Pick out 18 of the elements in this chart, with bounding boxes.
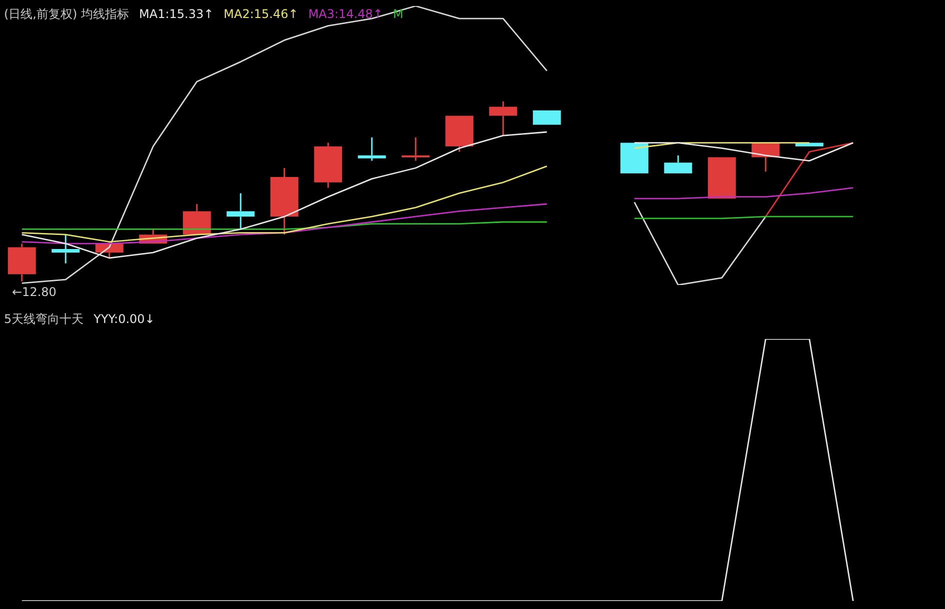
text: MA3:14.48↑ — [308, 7, 383, 21]
candlestick — [664, 154, 692, 174]
candlestick — [402, 136, 430, 162]
candlestick — [489, 100, 518, 136]
chart-title: 5天线弯向十天 — [4, 312, 84, 326]
chart-title: (日线,前复权) 均线指标 — [4, 7, 129, 21]
candlestick — [314, 142, 342, 189]
text: M — [392, 7, 404, 21]
candlestick — [8, 242, 36, 282]
text: ←12.80 — [12, 285, 56, 300]
candlestick — [52, 234, 80, 264]
candlestick — [226, 192, 255, 230]
candlestick — [358, 136, 386, 162]
text: YYY:0.00↓ — [94, 312, 155, 326]
text: MA1:15.33↑ — [139, 7, 214, 21]
text: MA2:15.46↑ — [224, 7, 298, 21]
candlestick — [182, 203, 211, 235]
candlestick — [270, 167, 298, 236]
